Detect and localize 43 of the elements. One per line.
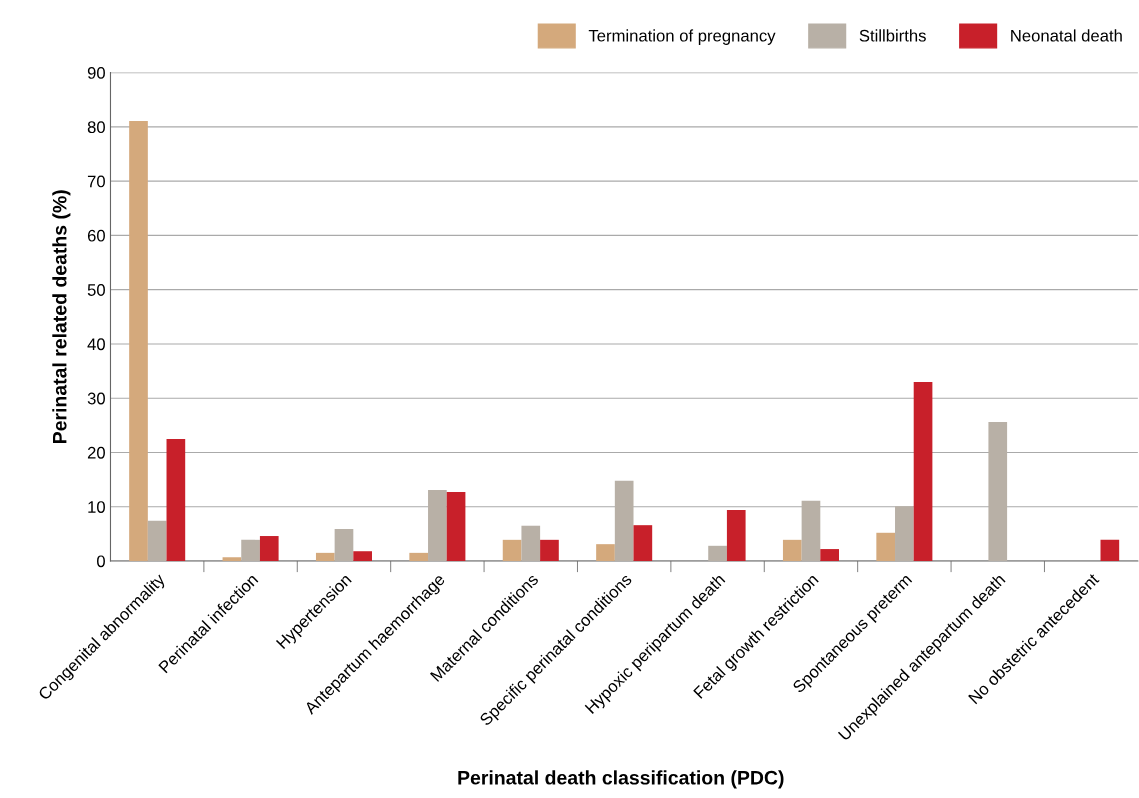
bar [222,557,242,561]
bar [129,120,148,561]
bar [633,525,653,561]
y-tick-label: 10 [88,501,105,513]
y-tick-label: 20 [87,446,105,459]
bar [259,536,279,561]
legend-label: Termination of pregnancy [588,29,776,45]
y-tick-label: 90 [87,67,105,79]
bar [428,489,447,561]
bar [726,509,746,561]
bar [334,528,354,561]
bar [614,480,634,561]
bar [315,552,335,561]
bar [353,551,372,561]
bar [502,539,522,561]
bar [820,549,839,561]
bar [409,552,429,561]
bar [147,520,167,561]
bar [782,539,802,561]
y-axis-title: Perinatal related deaths (%) [52,190,71,444]
bar [708,545,727,561]
y-tick-label: 70 [87,175,105,188]
bar [521,525,541,561]
bar [166,438,186,561]
bar [801,500,821,561]
bar [1100,539,1120,561]
bar [241,539,260,561]
bar [596,544,615,561]
y-tick-label: 0 [97,555,105,568]
bar [988,422,1008,561]
y-tick-label: 80 [87,121,105,134]
y-tick-label: 30 [87,392,105,405]
bar [540,539,559,561]
x-axis-title: Perinatal death classification (PDC) [458,770,784,789]
bar [876,532,896,561]
legend-label: Neonatal death [1011,29,1122,42]
y-tick-label: 40 [87,338,105,351]
bar [913,381,933,561]
bar [446,492,466,561]
y-tick-label: 60 [87,229,105,242]
y-tick-label: 50 [87,284,105,296]
legend-label: Stillbirths [859,29,926,42]
bar [895,506,914,561]
